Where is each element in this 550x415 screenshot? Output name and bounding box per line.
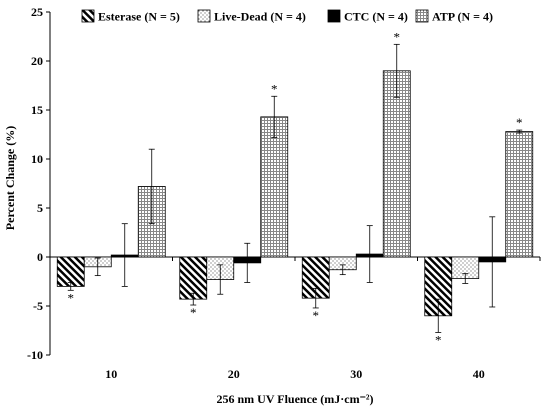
significance-marker: *: [271, 81, 278, 96]
legend: Esterase (N = 5) Live-Dead (N = 4) CTC (N …: [81, 9, 493, 24]
bar: [260, 116, 289, 258]
significance-marker: *: [516, 115, 523, 130]
legend-label: CTC (N = 4): [344, 10, 408, 24]
bar: [505, 131, 534, 258]
legend-swatch: [81, 9, 95, 23]
significance-marker: *: [68, 290, 75, 305]
y-tick-label: 0: [37, 250, 43, 264]
significance-marker: *: [435, 332, 442, 347]
x-tick-label: 30: [350, 367, 362, 381]
significance-marker: *: [394, 29, 401, 44]
legend-swatch: [415, 9, 429, 23]
legend-label: Live-Dead (N = 4): [214, 10, 306, 24]
legend-label: Esterase (N = 5): [98, 10, 180, 24]
y-tick-label: 5: [37, 201, 43, 215]
y-tick-label: -10: [27, 348, 43, 362]
x-tick-label: 10: [105, 367, 117, 381]
legend-label: ATP (N = 4): [432, 10, 493, 24]
y-tick-label: 20: [31, 54, 43, 68]
legend-swatch: [327, 9, 341, 23]
legend-swatch: [197, 9, 211, 23]
plot-area: -10 -5 0 5 10 15 20 25 10 20 30 40 * * * * * * *: [27, 5, 541, 381]
x-axis-title: 256 nm UV Fluence (mJ·cm⁻²): [216, 392, 373, 406]
y-tick-label: -5: [33, 299, 43, 313]
x-tick-label: 40: [473, 367, 485, 381]
y-tick-label: 15: [31, 103, 43, 117]
significance-marker: *: [313, 308, 320, 323]
bar: [179, 256, 208, 300]
y-tick-label: 25: [31, 5, 43, 19]
bar: [56, 256, 85, 287]
y-axis-title: Percent Change (%): [3, 126, 17, 230]
y-tick-label: 10: [31, 152, 43, 166]
significance-marker: *: [190, 305, 197, 320]
x-tick-label: 20: [228, 367, 240, 381]
bar: [382, 70, 411, 258]
